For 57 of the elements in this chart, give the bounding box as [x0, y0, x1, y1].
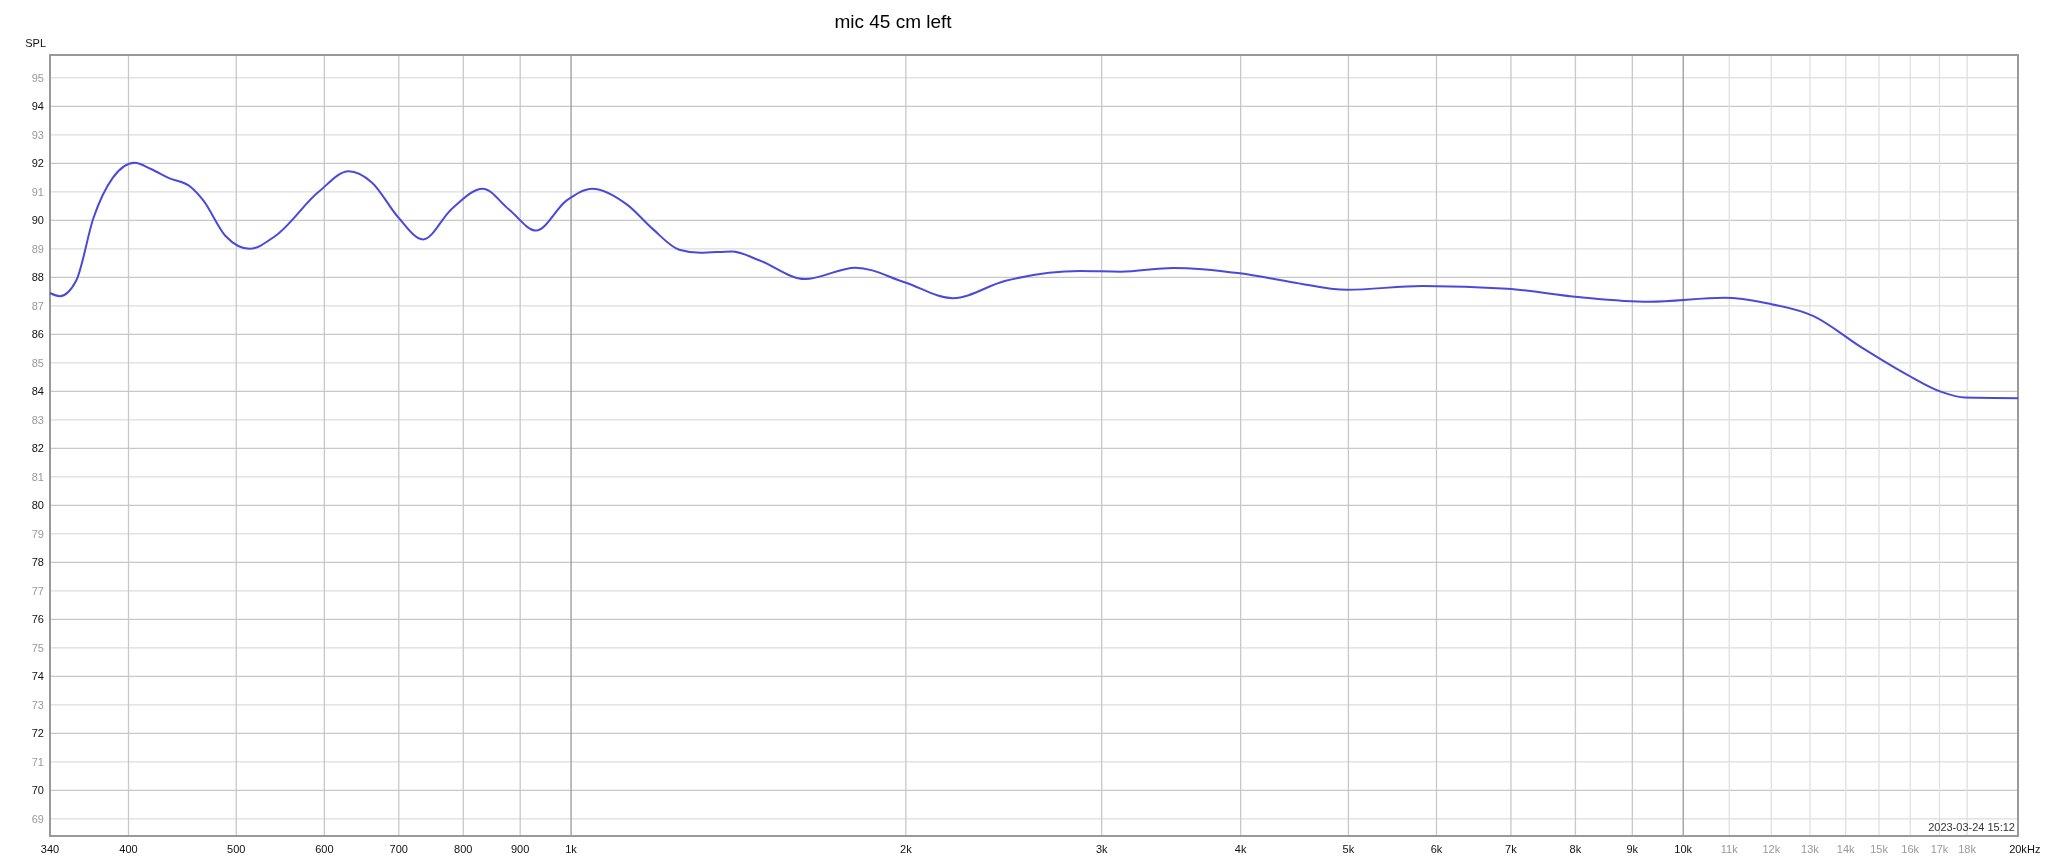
x-tick-label: 18k — [1958, 843, 1977, 855]
x-tick-label: 700 — [389, 843, 408, 855]
y-tick-label: 91 — [31, 185, 44, 198]
x-tick-label: 6k — [1430, 843, 1443, 855]
y-tick-label: 71 — [31, 755, 44, 768]
y-tick-label: 78 — [31, 556, 44, 569]
y-tick-label: 93 — [31, 128, 44, 141]
x-tick-label: 7k — [1505, 843, 1518, 855]
y-tick-label: 72 — [31, 727, 44, 740]
y-tick-label: 69 — [31, 812, 44, 825]
y-tick-label: 73 — [31, 698, 44, 711]
x-tick-label: 600 — [315, 843, 334, 855]
y-tick-label: 70 — [31, 784, 44, 797]
y-tick-label: 82 — [31, 442, 44, 455]
y-tick-label: 80 — [31, 499, 44, 512]
x-tick-label: 16k — [1901, 843, 1920, 855]
x-tick-label: 5k — [1342, 843, 1355, 855]
x-tick-label: 3k — [1095, 843, 1108, 855]
x-axis-title: Hz — [2027, 843, 2041, 855]
x-tick-label: 400 — [119, 843, 138, 855]
x-tick-label: 20k — [2009, 843, 2028, 855]
x-tick-label: 900 — [511, 843, 530, 855]
y-tick-label: 86 — [31, 328, 44, 341]
x-tick-label: 1k — [565, 843, 578, 855]
x-tick-label: 13k — [1801, 843, 1820, 855]
y-tick-label: 87 — [31, 299, 44, 312]
y-tick-label: 84 — [31, 385, 44, 398]
y-tick-label: 95 — [31, 71, 44, 84]
y-tick-label: 74 — [31, 670, 44, 683]
y-axis-title: SPL — [25, 37, 46, 49]
x-tick-label: 2k — [900, 843, 913, 855]
x-tick-label: 9k — [1626, 843, 1639, 855]
y-tick-label: 77 — [31, 584, 44, 597]
x-tick-label: 8k — [1569, 843, 1582, 855]
y-tick-label: 83 — [31, 413, 44, 426]
x-tick-label: 4k — [1234, 843, 1247, 855]
x-tick-label: 12k — [1762, 843, 1781, 855]
x-tick-label: 11k — [1720, 843, 1739, 855]
y-tick-label: 90 — [31, 214, 44, 227]
y-tick-label: 94 — [31, 100, 44, 113]
annotation: 2023-03-24 15:12 — [1928, 821, 2015, 833]
x-tick-label: 14k — [1836, 843, 1856, 855]
y-tick-label: 76 — [31, 613, 44, 626]
y-tick-label: 92 — [31, 157, 44, 170]
x-tick-label: 10k — [1674, 843, 1693, 855]
x-tick-label: 800 — [454, 843, 473, 855]
x-tick-label: 15k — [1870, 843, 1889, 855]
y-tick-label: 88 — [31, 271, 44, 284]
y-tick-label: 89 — [31, 242, 44, 255]
y-tick-label: 79 — [31, 527, 44, 540]
x-tick-label: 340 — [40, 843, 60, 855]
y-tick-label: 75 — [31, 641, 44, 654]
chart-title: mic 45 cm left — [834, 11, 953, 32]
x-tick-label: 17k — [1930, 843, 1949, 855]
x-tick-label: 500 — [227, 843, 246, 855]
y-tick-label: 85 — [31, 356, 44, 369]
y-tick-label: 81 — [31, 470, 44, 483]
